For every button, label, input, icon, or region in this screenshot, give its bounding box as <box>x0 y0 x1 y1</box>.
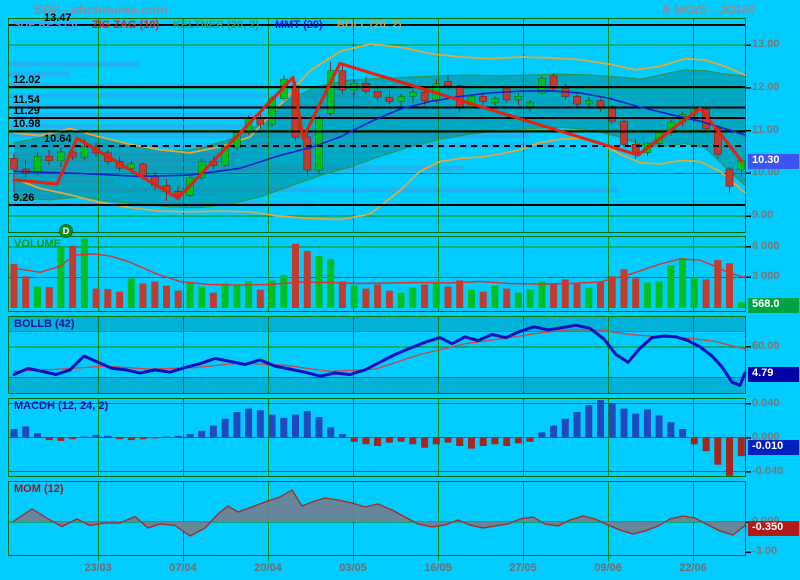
axis-label: 13.00 <box>752 38 780 50</box>
axis-label: 9.00 <box>752 209 774 221</box>
last-bollb-badge: 4.79 <box>748 367 799 382</box>
date-axis-label: 20/04 <box>254 562 282 574</box>
sr-level-label: 12.02 <box>13 74 41 86</box>
date-axis-label: 16/05 <box>424 562 452 574</box>
axis-label: 11.00 <box>752 124 779 136</box>
legend-supres-label: SUP RES (5) <box>13 19 78 31</box>
axis-label: 3 000 <box>752 270 780 282</box>
legend-zigzag-label: ZIG ZAG (10) <box>92 19 160 31</box>
macdh-panel-title: MACDH (12, 24, 2) <box>14 400 109 412</box>
axis-label: -0.040 <box>752 465 784 477</box>
legend-mmt-label: MMT (20) <box>275 19 323 31</box>
date-axis-label: 23/03 <box>84 562 112 574</box>
sr-level-label: 10.98 <box>13 118 41 130</box>
date-axis-label: 03/05 <box>339 562 367 574</box>
sr-level-label: 13.47 <box>44 12 72 24</box>
axis-label: 0.040 <box>752 397 780 409</box>
sr-level-label: 9.26 <box>13 192 35 204</box>
legend-keltner-label: KELTNER (20, 2) <box>173 19 259 31</box>
dividend-event-marker: D <box>59 224 73 238</box>
timeframe-label: 6 MOIS - JOUR <box>663 2 755 17</box>
date-axis-label: 22/06 <box>679 562 707 574</box>
axis-label: -3.00 <box>752 545 778 557</box>
axis-label: 60.00 <box>752 340 780 352</box>
bollb-panel-title: BOLLB (42) <box>14 318 75 330</box>
last-price-badge: 10.30 <box>748 154 799 169</box>
legend-boll-label: BOLL (20, 2) <box>337 19 402 31</box>
volume-panel-title: VOLUME <box>14 238 62 250</box>
last-mom-badge: -0.350 <box>748 521 799 536</box>
axis-label: 10.00 <box>752 166 780 178</box>
page-title: EDF - abcbourse.com <box>34 2 168 17</box>
sr-level-label: 11.54 <box>13 94 40 106</box>
last-volume-badge: 568.0 <box>748 298 799 313</box>
axis-label: 12.00 <box>752 81 780 93</box>
mom-panel-title: MOM (12) <box>14 483 64 495</box>
date-axis-label: 07/04 <box>169 562 197 574</box>
date-axis-label: 27/05 <box>509 562 537 574</box>
date-axis-label: 09/06 <box>594 562 622 574</box>
last-macdh-badge: -0.010 <box>748 440 799 455</box>
sr-level-label: 11.29 <box>13 105 40 117</box>
axis-label: 6 000 <box>752 240 780 252</box>
sr-level-label: 10.64 <box>44 133 72 145</box>
